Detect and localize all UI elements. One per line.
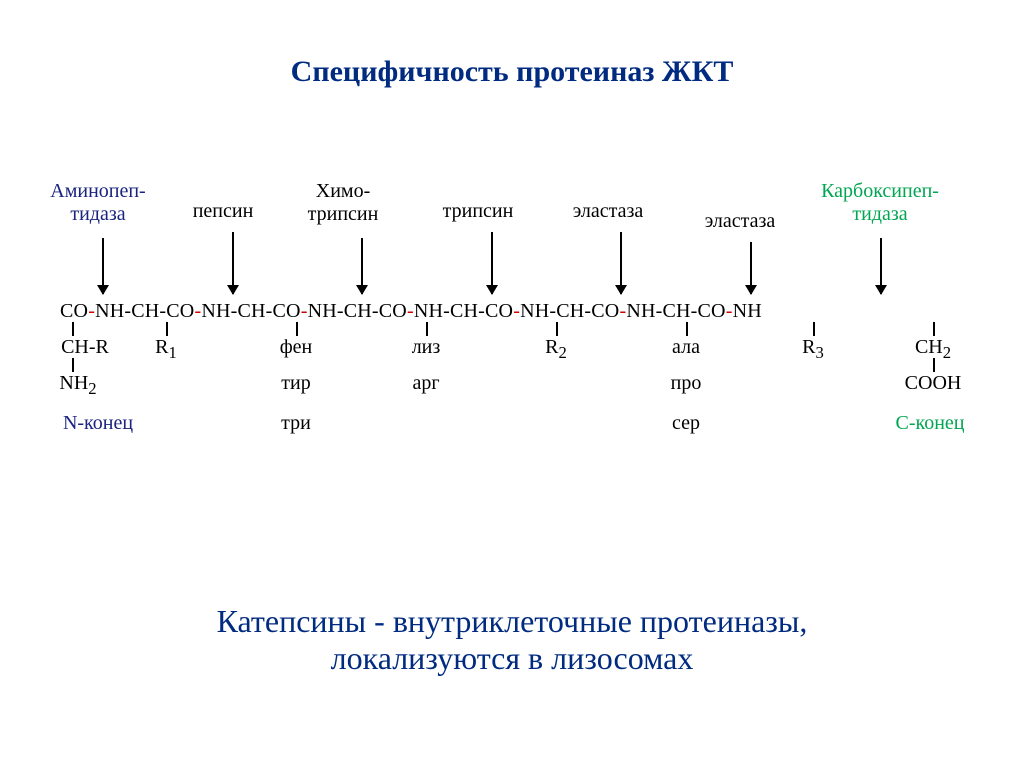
residue-label: R2 — [496, 336, 616, 363]
bond-line — [72, 358, 74, 372]
footer-text: Катепсины - внутриклеточные протеиназы, … — [0, 603, 1024, 677]
enzyme-label-carboxypeptidase: Карбоксипеп-тидаза — [800, 180, 960, 226]
cleavage-arrow-elastase1 — [620, 232, 622, 294]
bond-line — [556, 322, 558, 336]
residue-label: арг — [366, 372, 486, 395]
residue-label: про — [626, 372, 746, 395]
bond-line — [426, 322, 428, 336]
bond-line — [686, 322, 688, 336]
bond-line — [296, 322, 298, 336]
footer-line-1: Катепсины - внутриклеточные протеиназы, — [217, 603, 808, 639]
page-title: Специфичность протеиназ ЖКТ — [0, 55, 1024, 89]
residue-label: ала — [626, 336, 746, 359]
bond-line — [813, 322, 815, 336]
bond-line — [72, 322, 74, 336]
residue-label: COOH — [873, 372, 993, 395]
residue-label: R3 — [753, 336, 873, 363]
bond-line — [166, 322, 168, 336]
footer-line-2: локализуются в лизосомах — [331, 640, 694, 676]
cleavage-arrow-pepsin — [232, 232, 234, 294]
residue-label: сер — [626, 412, 746, 435]
residue-label: N-конец — [38, 412, 158, 435]
residue-label: CH2 — [873, 336, 993, 363]
residue-label: R1 — [106, 336, 226, 363]
cleavage-arrow-carboxypeptidase — [880, 238, 882, 294]
cleavage-arrow-chymotrypsin — [361, 238, 363, 294]
peptide-chain: CO-NH-CH-CO-NH-CH-CO-NH-CH-CO-NH-CH-CO-N… — [60, 300, 762, 323]
cleavage-arrow-aminopeptidase — [102, 238, 104, 294]
residue-label: фен — [236, 336, 356, 359]
residue-label: NH2 — [18, 372, 138, 399]
residue-label: три — [236, 412, 356, 435]
residue-label: C-конец — [870, 412, 990, 435]
residue-label: тир — [236, 372, 356, 395]
cleavage-arrow-trypsin — [491, 232, 493, 294]
residue-label: лиз — [366, 336, 486, 359]
enzyme-label-elastase2: эластаза — [660, 210, 820, 233]
cleavage-arrow-elastase2 — [750, 242, 752, 294]
bond-line — [933, 322, 935, 336]
